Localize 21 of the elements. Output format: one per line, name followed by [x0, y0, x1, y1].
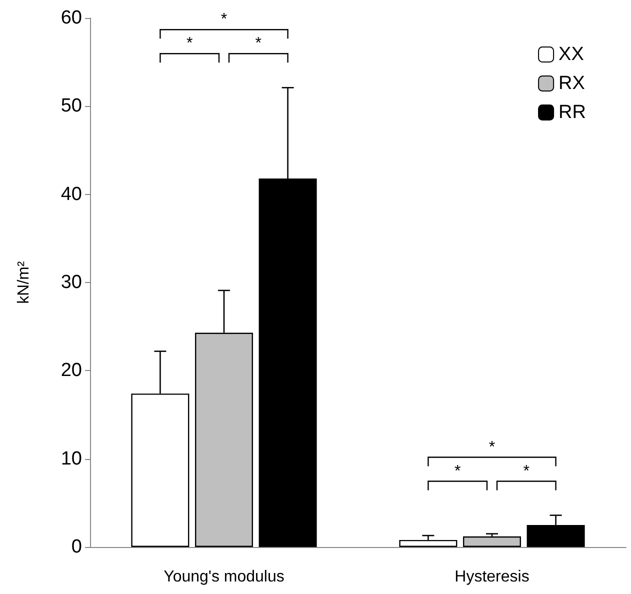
y-tick-label: 20 — [60, 360, 82, 382]
x-tick-label: Young's modulus — [164, 568, 284, 586]
legend-label: RR — [558, 102, 586, 123]
annotation: * — [488, 438, 496, 456]
y-tick-label: 10 — [60, 448, 82, 470]
legend-label: RX — [558, 73, 586, 94]
annotation: * — [523, 462, 530, 480]
y-axis-title: kN/m² — [16, 260, 32, 304]
x-tick-label: Hysteresis — [454, 568, 530, 586]
annotation: * — [186, 35, 193, 52]
annotation: * — [454, 462, 461, 480]
y-tick-label: 50 — [60, 96, 82, 117]
y-tick-label: 40 — [60, 184, 82, 205]
bar — [463, 536, 521, 547]
annotation: * — [220, 11, 228, 28]
y-tick-label: 0 — [71, 536, 82, 558]
legend-label: XX — [558, 44, 584, 65]
annotation: * — [255, 35, 262, 52]
y-tick-label: 30 — [60, 272, 82, 293]
bar — [399, 540, 458, 547]
y-tick-label: 60 — [60, 8, 82, 28]
